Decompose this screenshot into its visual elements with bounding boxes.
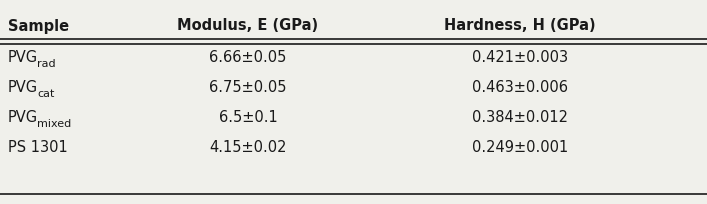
Text: 4.15±0.02: 4.15±0.02: [209, 140, 287, 155]
Text: Sample: Sample: [8, 19, 69, 33]
Text: Hardness, H (GPa): Hardness, H (GPa): [444, 19, 596, 33]
Text: 0.463±0.006: 0.463±0.006: [472, 80, 568, 95]
Text: PVG: PVG: [8, 50, 38, 65]
Text: 0.421±0.003: 0.421±0.003: [472, 50, 568, 65]
Text: 6.75±0.05: 6.75±0.05: [209, 80, 287, 95]
Text: cat: cat: [37, 89, 54, 99]
Text: PS 1301: PS 1301: [8, 140, 68, 155]
Text: rad: rad: [37, 59, 56, 69]
Text: 6.5±0.1: 6.5±0.1: [218, 110, 277, 125]
Text: 6.66±0.05: 6.66±0.05: [209, 50, 286, 65]
Text: PVG: PVG: [8, 110, 38, 125]
Text: PVG: PVG: [8, 80, 38, 95]
Text: 0.384±0.012: 0.384±0.012: [472, 110, 568, 125]
Text: 0.249±0.001: 0.249±0.001: [472, 140, 568, 155]
Text: mixed: mixed: [37, 119, 71, 129]
Text: Modulus, E (GPa): Modulus, E (GPa): [177, 19, 319, 33]
